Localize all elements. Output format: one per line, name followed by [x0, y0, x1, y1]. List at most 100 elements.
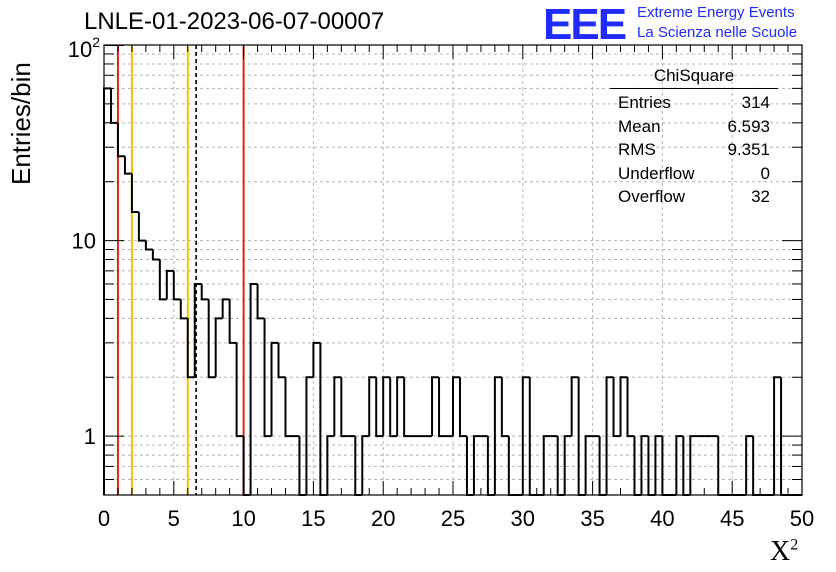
- histogram-bin: [193, 282, 202, 378]
- logo-text-line2: La Scienza nelle Scuole: [637, 24, 798, 41]
- histogram-bin: [333, 376, 342, 437]
- histogram-bin: [312, 341, 321, 378]
- y-tick-label-base: 10: [68, 37, 92, 62]
- histogram-bin: [130, 173, 139, 213]
- histogram-bin: [396, 376, 405, 437]
- stats-box: ChiSquare Entries 314 Mean 6.593 RMS 9.351 …: [610, 66, 778, 209]
- histogram-bin: [368, 376, 377, 437]
- histogram-bin: [284, 377, 293, 438]
- histogram-bin: [458, 377, 467, 438]
- histogram-bin: [438, 377, 447, 438]
- x-tick-label: 45: [720, 506, 744, 531]
- stat-label: Underflow: [618, 163, 695, 183]
- x-tick-label: 5: [168, 506, 180, 531]
- x-tick-label: 10: [231, 506, 255, 531]
- histogram-bin: [431, 376, 440, 437]
- histogram-bin: [214, 317, 223, 378]
- histogram-bin: [361, 435, 370, 495]
- stat-row-overflow: Overflow 32: [610, 185, 778, 209]
- histogram-bin: [151, 249, 160, 261]
- x-tick-label: 15: [301, 506, 325, 531]
- histogram-bin: [389, 377, 398, 438]
- y-tick-label: 1: [84, 424, 96, 449]
- histogram-bin: [584, 435, 593, 495]
- histogram-bin: [563, 435, 572, 495]
- stat-value: 0: [760, 163, 770, 183]
- histogram-bin: [619, 376, 628, 437]
- histogram-bin: [570, 376, 579, 437]
- histogram-bin: [137, 211, 146, 242]
- stat-value: 9.351: [727, 140, 770, 159]
- histogram-bin: [626, 377, 635, 438]
- histogram-bin: [144, 240, 153, 251]
- stat-label: Overflow: [618, 187, 686, 206]
- stat-row-mean: Mean 6.593: [610, 115, 778, 139]
- histogram-bin: [123, 156, 132, 175]
- histogram-bin: [773, 376, 782, 495]
- eee-logo: EEE: [543, 0, 627, 49]
- stat-row-rms: RMS 9.351: [610, 138, 778, 162]
- histogram-bin: [249, 282, 258, 495]
- histogram-bin: [745, 435, 754, 495]
- stats-title: ChiSquare: [610, 66, 778, 89]
- stat-row-underflow: Underflow 0: [610, 162, 778, 186]
- y-tick-label: 102: [68, 34, 100, 62]
- y-axis-label: Entries/bin: [6, 62, 36, 185]
- reference-lines: [116, 45, 245, 495]
- logo-text-line1: Extreme Energy Events: [637, 4, 795, 21]
- x-tick-label: 0: [98, 506, 110, 531]
- histogram-bin: [228, 299, 237, 344]
- stat-label: Mean: [618, 116, 661, 136]
- x-tick-label: 20: [371, 506, 395, 531]
- y-tick-label: 10: [72, 229, 96, 254]
- histogram-bin: [179, 299, 188, 320]
- histogram-bin: [654, 435, 663, 495]
- histogram-bin: [256, 283, 265, 320]
- stat-label: RMS: [618, 140, 656, 159]
- histogram-bin: [277, 342, 286, 379]
- histogram-bin: [305, 376, 314, 495]
- x-tick-label: 40: [650, 506, 674, 531]
- histogram-bin: [500, 377, 509, 438]
- histogram-bin: [472, 435, 481, 495]
- histogram-bin: [612, 377, 621, 438]
- histogram-bin: [689, 435, 698, 495]
- histogram-bin: [200, 283, 209, 301]
- histogram-bin: [186, 318, 195, 379]
- histogram-bin: [221, 298, 230, 319]
- histogram-bin: [675, 435, 684, 495]
- y-tick-label-sup: 2: [92, 34, 100, 50]
- histogram-bin: [158, 259, 167, 301]
- histogram-bin: [340, 377, 349, 438]
- histogram-bin: [403, 377, 412, 438]
- histogram-bin: [382, 376, 391, 437]
- histogram-bin: [165, 269, 174, 300]
- histogram-bin: [172, 270, 181, 301]
- stat-row-entries: Entries 314: [610, 91, 778, 115]
- stat-label: Entries: [618, 93, 671, 112]
- stat-value: 32: [751, 187, 770, 206]
- x-axis-label-base: X: [770, 536, 791, 567]
- stat-value: 6.593: [727, 116, 770, 136]
- x-tick-label: 50: [790, 506, 814, 531]
- histogram-bin: [263, 318, 272, 438]
- histogram-bin: [493, 376, 502, 495]
- chart-title: LNLE-01-2023-06-07-00007: [84, 8, 385, 35]
- histogram-bin: [375, 377, 384, 438]
- histogram-bin: [640, 435, 649, 495]
- x-axis-label: X2: [770, 536, 798, 568]
- histogram-bin: [207, 299, 216, 379]
- histogram-bin: [326, 435, 335, 495]
- histogram-bin: [605, 376, 614, 495]
- x-tick-label: 30: [511, 506, 535, 531]
- x-tick-label: 35: [580, 506, 604, 531]
- histogram-bin: [521, 376, 530, 495]
- histogram-bin: [452, 376, 460, 437]
- histogram-bin: [542, 435, 551, 495]
- histogram-bin: [270, 341, 279, 437]
- x-axis-label-sup: 2: [790, 536, 799, 554]
- stat-value: 314: [741, 93, 770, 112]
- x-tick-label: 25: [441, 506, 465, 531]
